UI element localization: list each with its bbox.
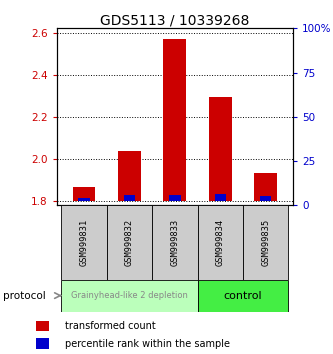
Bar	[197, 280, 288, 312]
Bar	[169, 195, 180, 201]
Text: Grainyhead-like 2 depletion: Grainyhead-like 2 depletion	[71, 291, 188, 300]
Text: GSM999832: GSM999832	[125, 219, 134, 266]
Text: percentile rank within the sample: percentile rank within the sample	[65, 339, 230, 349]
Text: transformed count: transformed count	[65, 321, 156, 331]
Bar	[164, 39, 186, 201]
Bar	[152, 205, 197, 280]
Bar	[73, 187, 95, 201]
Bar	[107, 205, 152, 280]
Bar	[209, 97, 232, 201]
Bar	[61, 280, 197, 312]
Text: GSM999835: GSM999835	[261, 219, 270, 266]
Text: GSM999831: GSM999831	[79, 219, 88, 266]
Bar	[36, 338, 49, 349]
Bar	[260, 196, 271, 201]
Text: protocol: protocol	[3, 291, 46, 301]
Bar	[197, 205, 243, 280]
Bar	[243, 205, 288, 280]
Bar	[61, 205, 107, 280]
Bar	[118, 150, 141, 201]
Text: control: control	[224, 291, 262, 301]
Bar	[214, 194, 226, 201]
Bar	[78, 198, 90, 201]
Title: GDS5113 / 10339268: GDS5113 / 10339268	[100, 13, 249, 27]
Bar	[36, 320, 49, 331]
Text: GSM999833: GSM999833	[170, 219, 179, 266]
Text: GSM999834: GSM999834	[216, 219, 225, 266]
Bar	[254, 173, 277, 201]
Bar	[124, 195, 135, 201]
